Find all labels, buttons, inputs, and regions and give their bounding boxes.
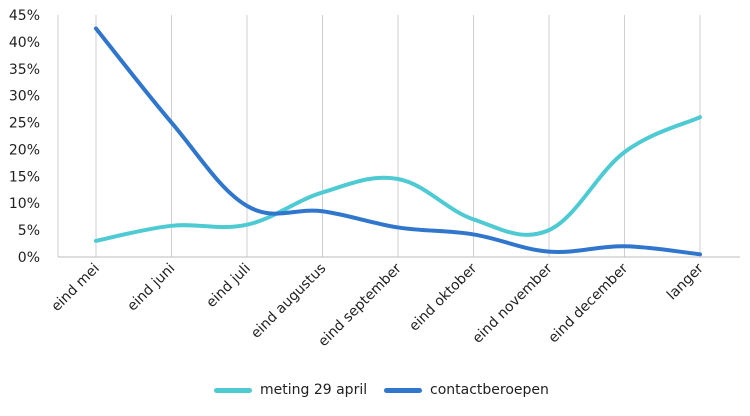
legend-item-meting-29-april: meting 29 april [214,382,367,398]
x-tick-label: eind oktober [406,260,480,334]
y-tick-label: 45% [9,8,40,24]
legend-swatch-meting-29-april [214,387,252,393]
legend-label: meting 29 april [260,382,368,398]
gridlines [95,15,701,257]
x-tick-label: langer [664,260,707,303]
x-tick-label: eind september [315,260,405,350]
series-line-meting-29-april [94,115,702,243]
y-tick-label: 25% [9,116,40,132]
line-chart: 0% 5% 10% 15% 20% 25% 30% 35% 40% 45% eind mei ein… [9,8,740,350]
legend-label: contactberoepen [430,382,549,398]
series-line-contactberoepen [94,26,702,257]
x-tick-label: eind augustus [248,261,329,342]
y-tick-label: 30% [9,89,40,105]
x-tick-label: eind december [545,260,631,346]
legend: meting 29 april contactberoepen [0,382,750,406]
y-tick-label: 15% [9,169,40,185]
y-tick-label: 10% [9,196,40,212]
x-tick-label: eind juni [124,261,178,315]
y-tick-label: 0% [18,250,40,266]
y-axis: 0% 5% 10% 15% 20% 25% 30% 35% 40% 45% [9,8,59,266]
series-lines [94,26,702,257]
y-tick-label: 5% [18,223,40,239]
y-tick-label: 20% [9,142,40,158]
y-tick-label: 35% [9,62,40,78]
legend-item-contactberoepen: contactberoepen [384,382,549,398]
x-tick-label: eind mei [48,261,102,315]
legend-swatch-contactberoepen [384,387,422,393]
x-tick-label: eind november [470,260,556,346]
x-tick-label: eind juli [203,261,253,311]
y-tick-label: 40% [9,35,40,51]
